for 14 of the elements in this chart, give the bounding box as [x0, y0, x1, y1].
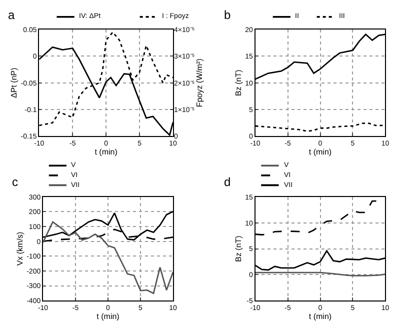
chart-title: a: [8, 8, 15, 22]
chart-title: d: [224, 175, 231, 189]
y2-axis-title: Fpoyz (W/m²): [194, 58, 204, 108]
x-axis-title: t (min): [96, 312, 120, 322]
x-axis-title: t (min): [308, 148, 332, 157]
y-axis-title: Bz (nT): [234, 235, 243, 262]
x-axis-title: t (min): [94, 148, 118, 157]
chart-title: b: [224, 8, 231, 22]
chart-title: c: [12, 175, 18, 189]
line-series: [43, 221, 174, 294]
x-axis-title: t (min): [308, 312, 332, 322]
y-axis-title: Bz (nT): [234, 69, 243, 96]
y-axis-title: ΔPt (nP): [9, 67, 18, 98]
y-axis-title: Vx (km/s): [15, 232, 24, 266]
